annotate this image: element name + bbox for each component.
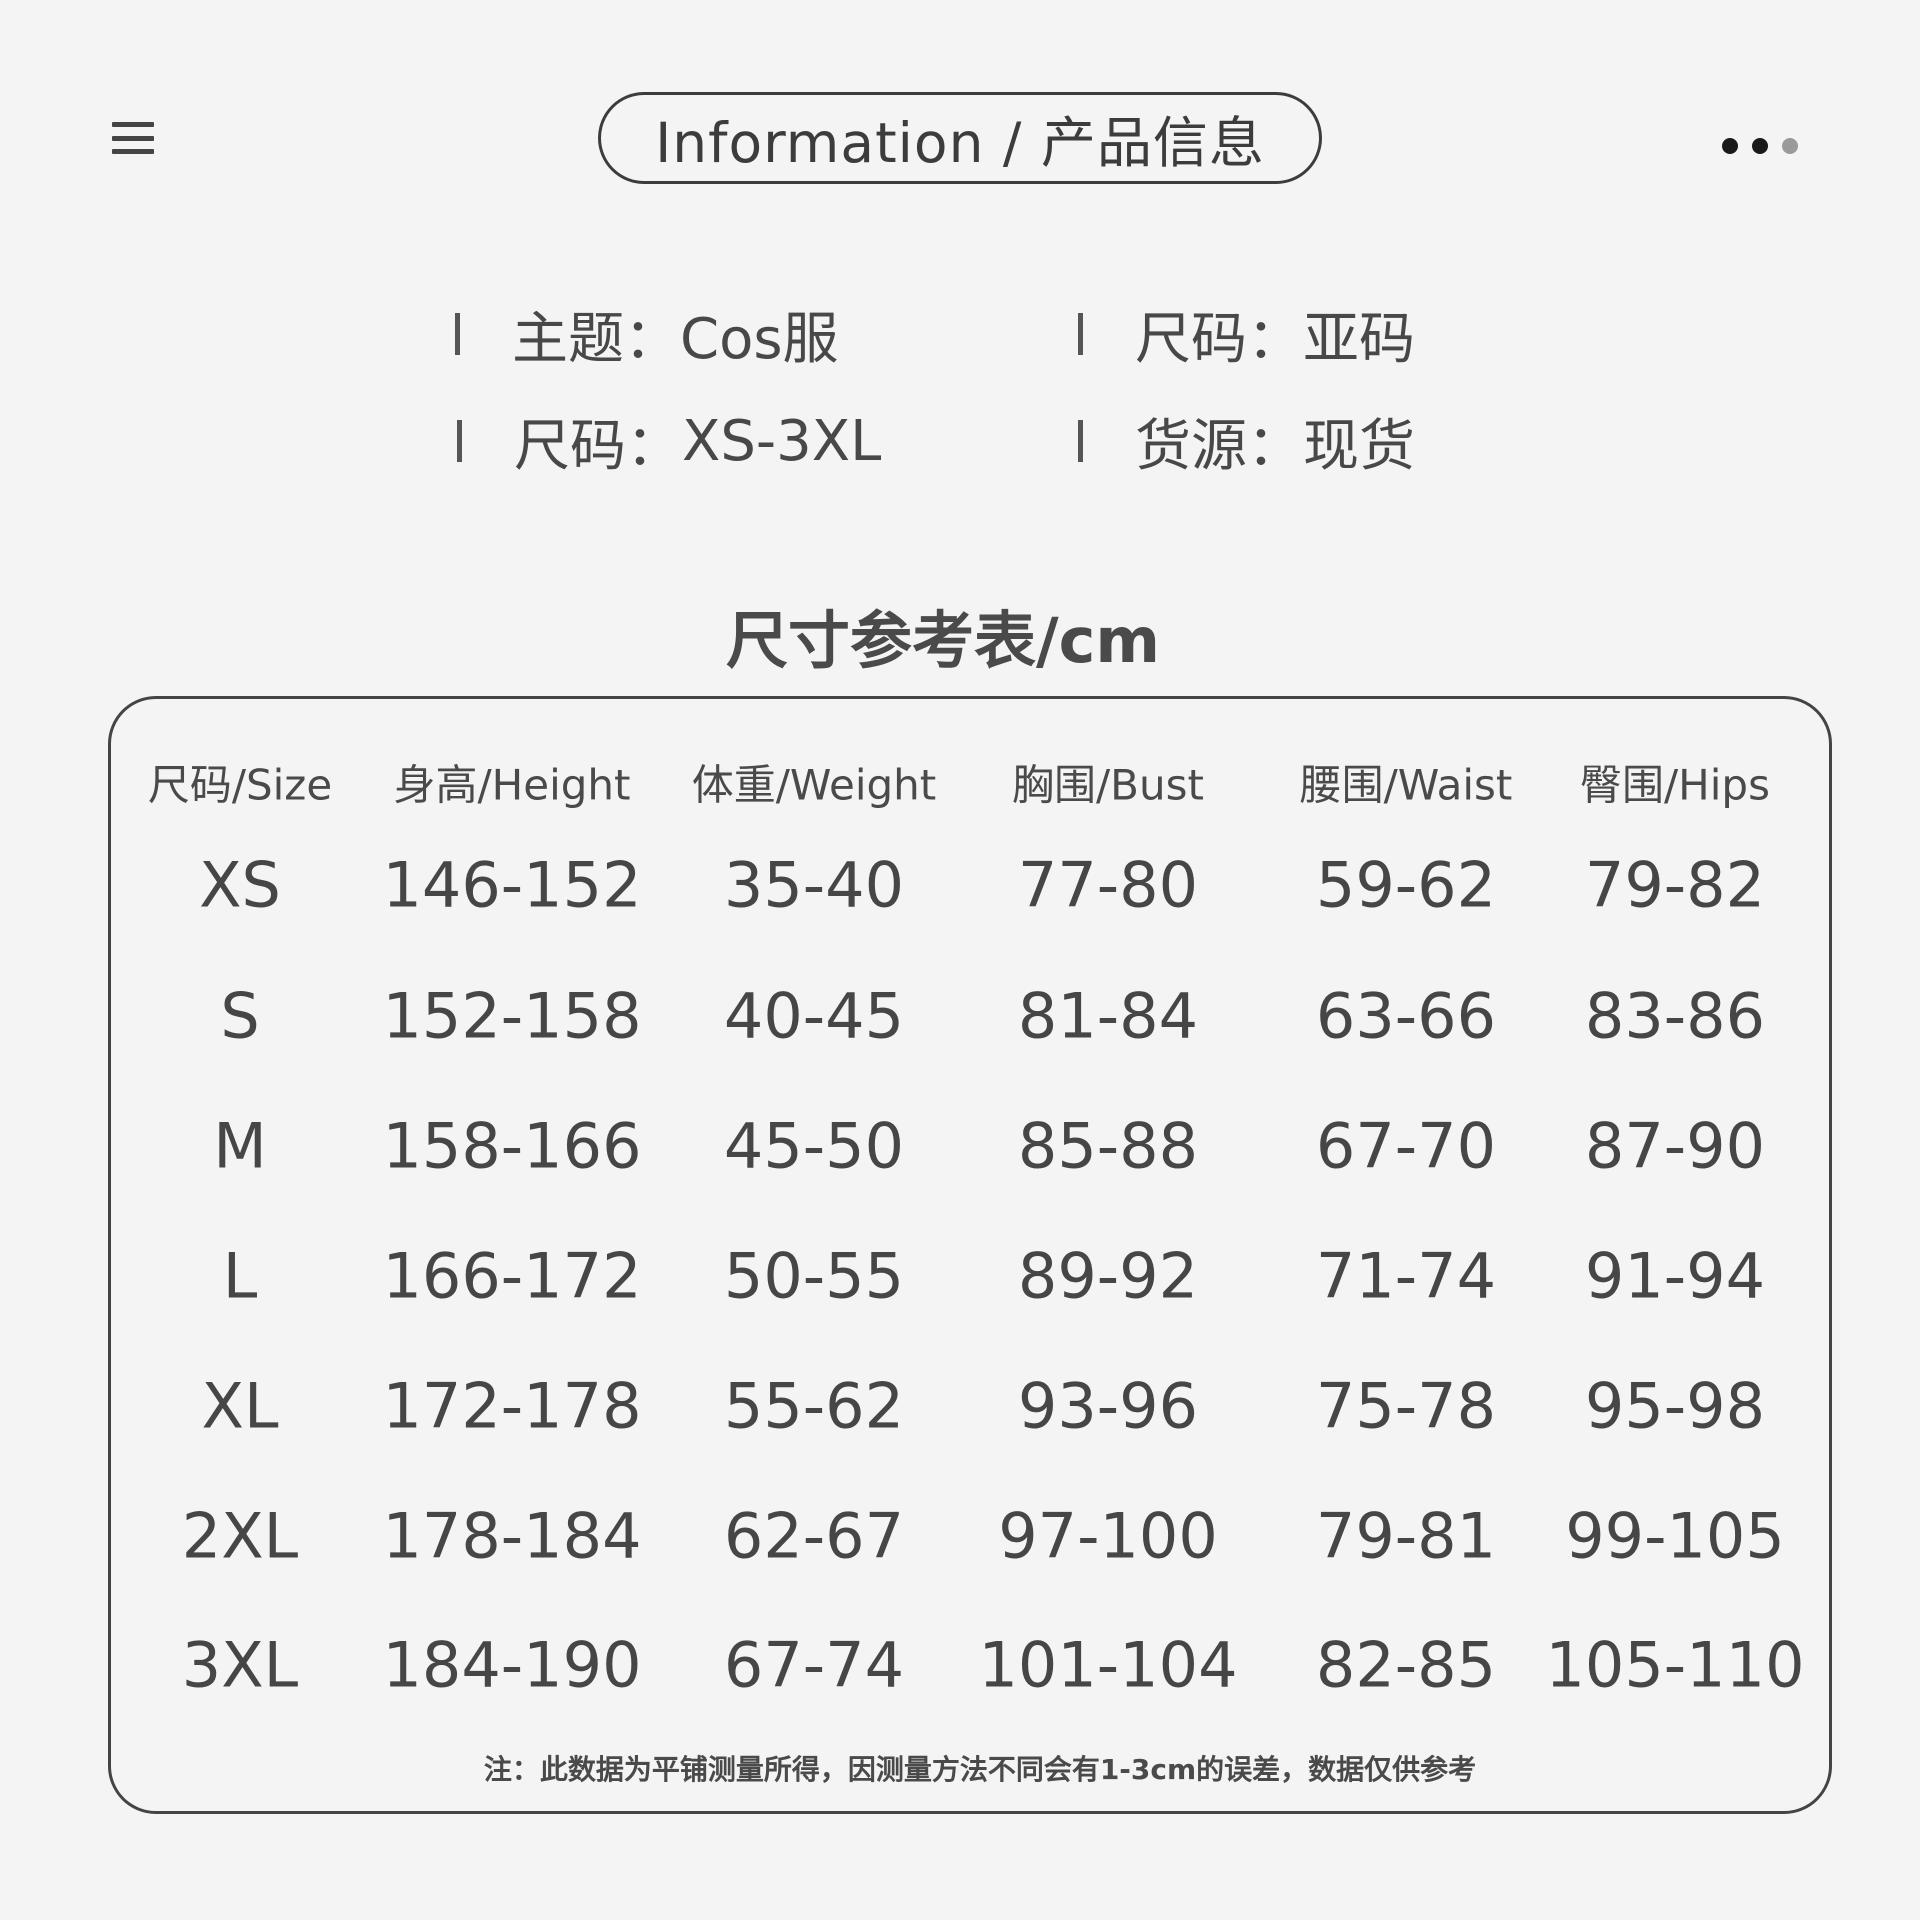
table-cell: 40-45 [723, 979, 905, 1053]
table-cell: 67-74 [723, 1628, 905, 1702]
table-cell: 50-55 [723, 1239, 905, 1313]
table-cell: 81-84 [1017, 979, 1199, 1053]
info-size-type: 尺码： 亚码 [1078, 294, 1415, 374]
bullet-bar [457, 420, 462, 462]
table-cell: 172-178 [382, 1369, 642, 1443]
size-label: L [222, 1239, 258, 1313]
table-cell: 184-190 [382, 1628, 642, 1702]
size-table [108, 696, 1832, 1814]
bullet-bar [1078, 313, 1083, 355]
table-cell: 75-78 [1315, 1369, 1497, 1443]
table-cell: 95-98 [1584, 1369, 1766, 1443]
table-cell: 97-100 [998, 1499, 1218, 1573]
column-header: 腰围/Waist [1299, 760, 1513, 810]
table-cell: 85-88 [1017, 1109, 1199, 1183]
table-cell: 67-70 [1315, 1109, 1497, 1183]
info-value: 现货 [1303, 413, 1415, 479]
info-value: XS-3XL [682, 408, 882, 474]
bullet-bar [1078, 420, 1083, 462]
column-header: 尺码/Size [147, 760, 333, 810]
table-cell: 99-105 [1565, 1499, 1785, 1573]
table-cell: 55-62 [723, 1369, 905, 1443]
table-cell: 89-92 [1017, 1239, 1199, 1313]
table-cell: 87-90 [1584, 1109, 1766, 1183]
column-header: 胸围/Bust [1012, 760, 1204, 810]
table-cell: 178-184 [382, 1499, 642, 1573]
table-cell: 35-40 [723, 848, 905, 922]
size-table-title: 尺寸参考表/cm [725, 604, 1160, 677]
table-cell: 146-152 [382, 848, 642, 922]
table-cell: 83-86 [1584, 979, 1766, 1053]
table-cell: 59-62 [1315, 848, 1497, 922]
info-value: 亚码 [1303, 306, 1415, 372]
page-title-text: Information / 产品信息 [655, 111, 1265, 175]
table-cell: 158-166 [382, 1109, 642, 1183]
size-label: XS [199, 848, 281, 922]
info-label: 尺码： [1135, 306, 1303, 372]
more-dots-icon[interactable] [1722, 138, 1798, 154]
info-label: 尺码： [514, 413, 682, 479]
table-cell: 101-104 [978, 1628, 1238, 1702]
table-cell: 166-172 [382, 1239, 642, 1313]
table-cell: 71-74 [1315, 1239, 1497, 1313]
size-label: 2XL [181, 1499, 299, 1573]
table-cell: 91-94 [1584, 1239, 1766, 1313]
table-cell: 63-66 [1315, 979, 1497, 1053]
table-cell: 79-81 [1315, 1499, 1497, 1573]
table-cell: 82-85 [1315, 1628, 1497, 1702]
info-stock: 货源： 现货 [1078, 401, 1415, 481]
table-cell: 105-110 [1545, 1628, 1805, 1702]
hamburger-menu-icon[interactable] [112, 122, 154, 154]
info-label: 主题： [512, 306, 680, 372]
table-cell: 77-80 [1017, 848, 1199, 922]
table-cell: 93-96 [1017, 1369, 1199, 1443]
column-header: 臀围/Hips [1580, 760, 1770, 810]
size-label: S [220, 979, 260, 1053]
size-label: XL [201, 1369, 279, 1443]
size-table-note: 注：此数据为平铺测量所得，因测量方法不同会有1-3cm的误差，数据仅供参考 [483, 1753, 1477, 1786]
size-label: M [213, 1109, 267, 1183]
info-size-range: 尺码： XS-3XL [457, 401, 881, 481]
table-cell: 152-158 [382, 979, 642, 1053]
info-theme: 主题： Cos服 [455, 294, 839, 374]
info-value: Cos服 [680, 306, 839, 372]
info-label: 货源： [1135, 413, 1303, 479]
page-title: Information / 产品信息 [598, 92, 1322, 184]
size-label: 3XL [181, 1628, 299, 1702]
column-header: 体重/Weight [691, 760, 937, 810]
bullet-bar [455, 313, 460, 355]
table-cell: 79-82 [1584, 848, 1766, 922]
table-cell: 62-67 [723, 1499, 905, 1573]
table-cell: 45-50 [723, 1109, 905, 1183]
column-header: 身高/Height [393, 760, 631, 810]
